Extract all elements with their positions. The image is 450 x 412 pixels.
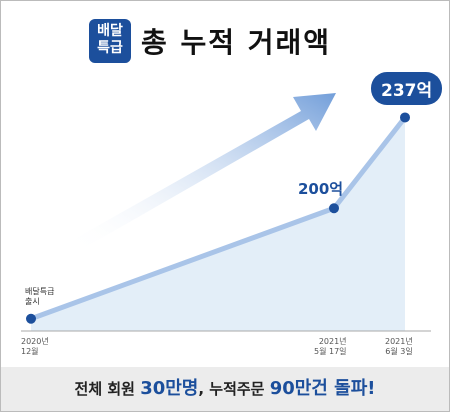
annotation: 배달특급 출시 bbox=[25, 286, 55, 306]
x-tick-label: 2021년 5월 17일 bbox=[314, 337, 347, 356]
footer-highlight: 30만명 bbox=[140, 378, 199, 399]
logo: 배달 특급 bbox=[89, 19, 131, 63]
data-label: 200억 bbox=[298, 180, 344, 199]
x-tick-label: 2020년 12월 bbox=[21, 337, 49, 356]
point bbox=[26, 313, 36, 324]
chart-title: 총 누적 거래액 bbox=[141, 26, 332, 59]
data-label: 237억 bbox=[371, 72, 443, 106]
footer-text: 전체 회원 bbox=[74, 380, 141, 398]
footer-banner: 전체 회원 30만명, 누적주문 90만건 돌파! bbox=[1, 367, 449, 411]
decor-arrow bbox=[71, 93, 336, 251]
footer-text: , 누적주문 bbox=[198, 380, 270, 398]
area bbox=[31, 117, 405, 331]
footer-highlight: 90만건 돌파! bbox=[269, 378, 376, 399]
point bbox=[329, 203, 339, 214]
x-tick-label: 2021년 6월 3일 bbox=[385, 337, 413, 356]
point bbox=[400, 112, 410, 123]
